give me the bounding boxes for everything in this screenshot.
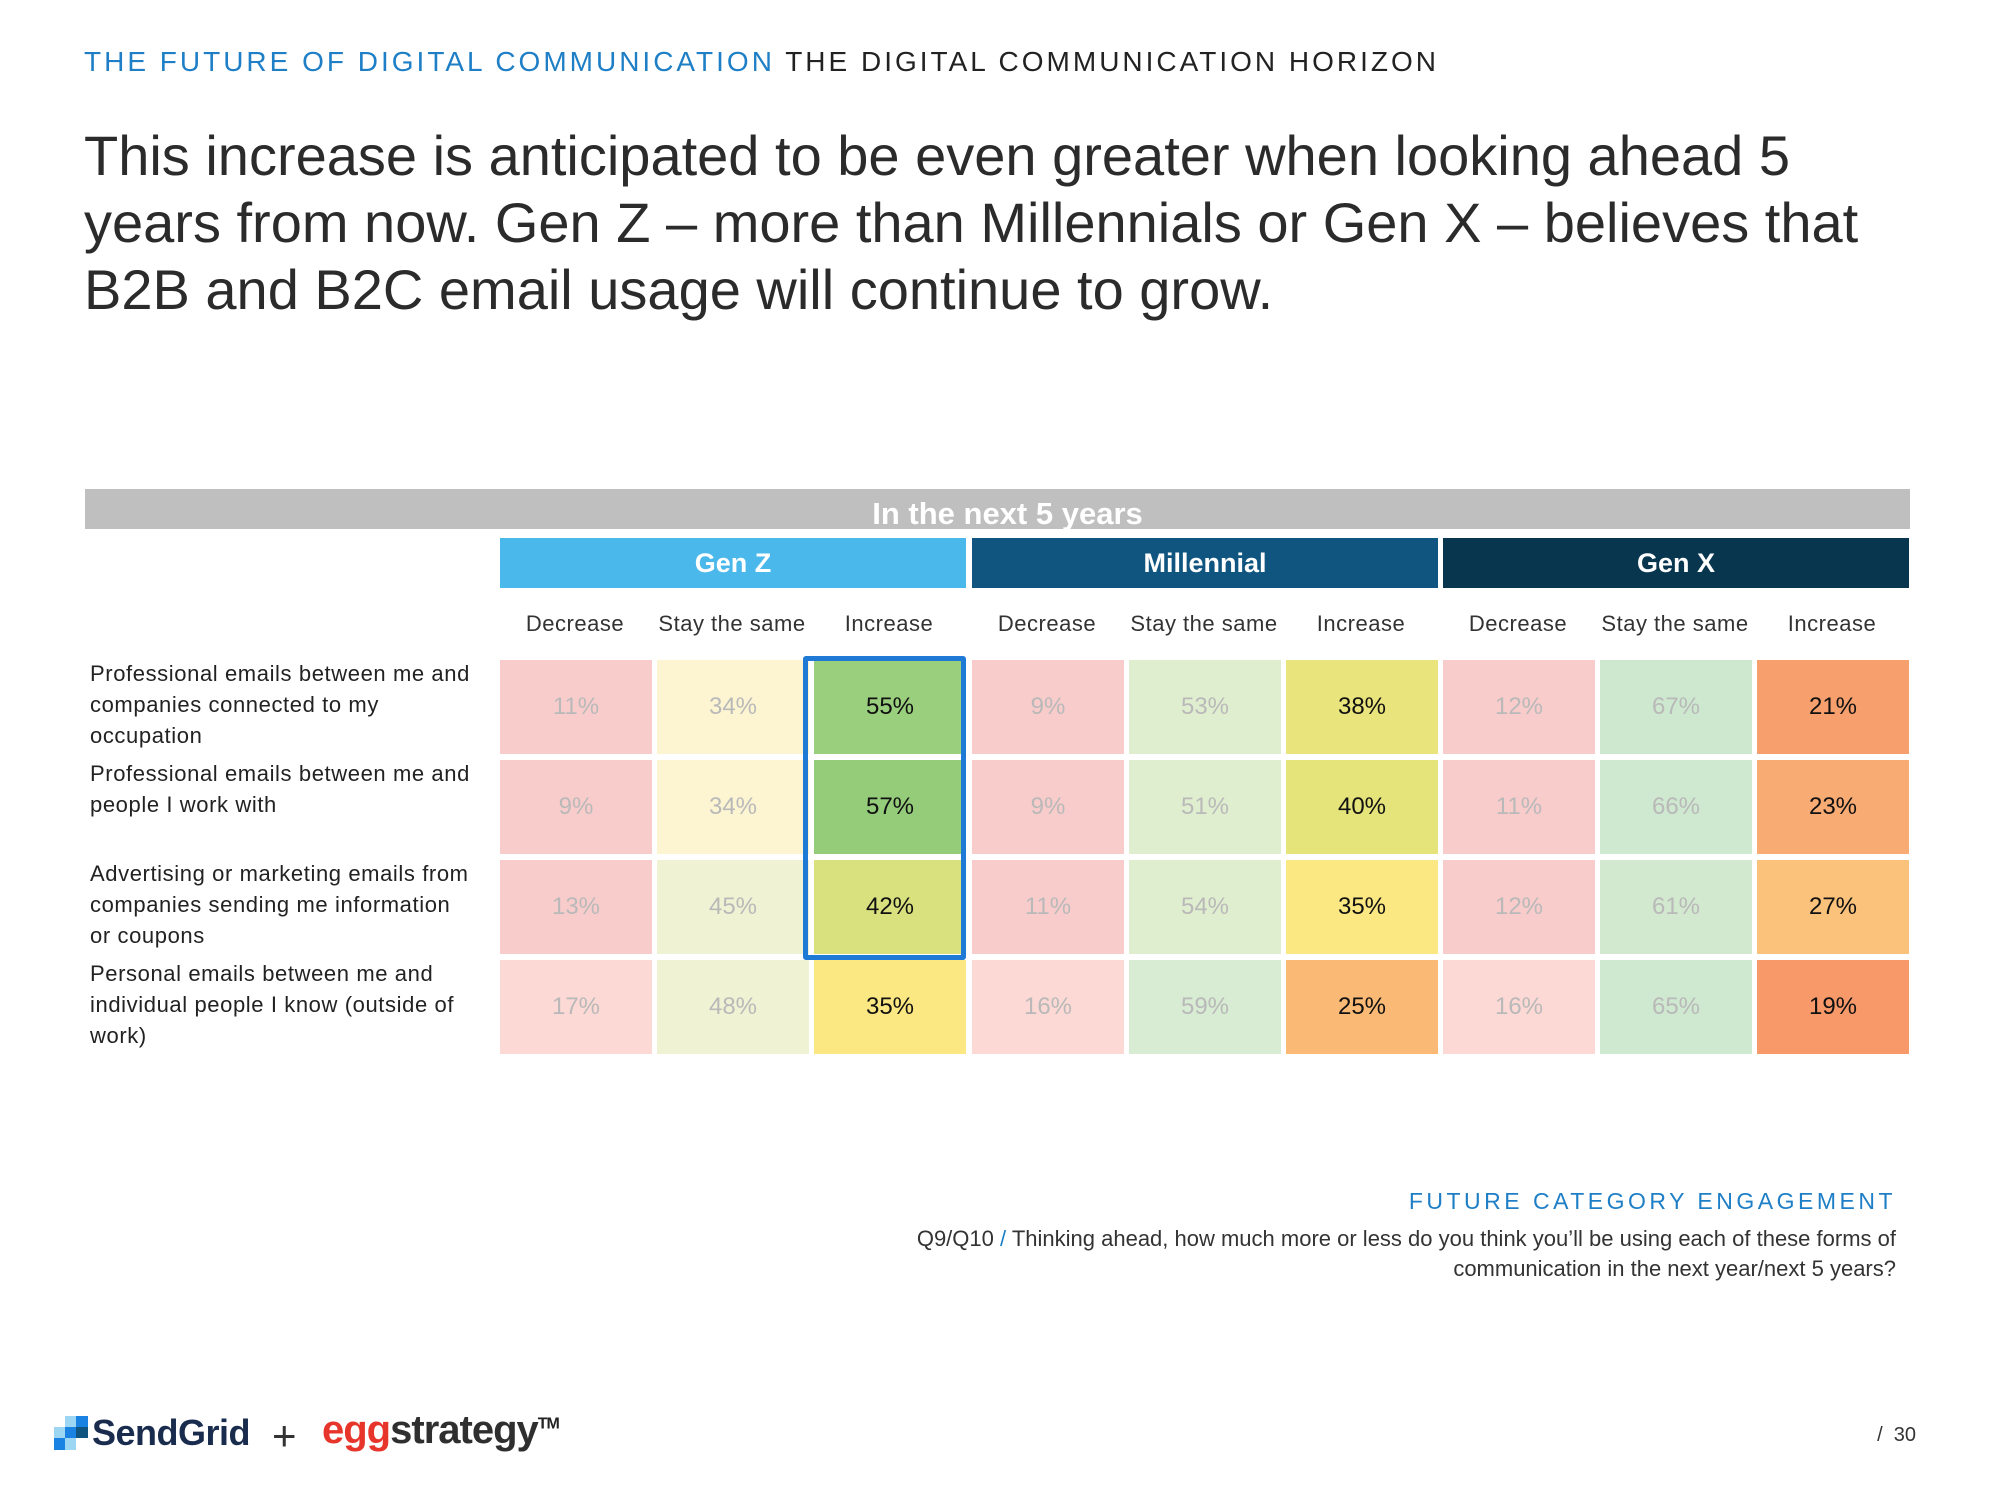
sendgrid-logo-icon bbox=[54, 1416, 88, 1450]
eggstrategy-logo-egg: egg bbox=[322, 1408, 391, 1452]
data-cell: 19% bbox=[1757, 960, 1909, 1054]
data-cell: 38% bbox=[1286, 660, 1438, 754]
data-cell: 40% bbox=[1286, 760, 1438, 854]
question-text: Thinking ahead, how much more or less do… bbox=[1011, 1226, 1896, 1281]
row-label: Professional emails between me and compa… bbox=[90, 661, 470, 748]
data-cell: 59% bbox=[1129, 960, 1281, 1054]
column-header: Increase bbox=[844, 611, 934, 636]
row-label: Personal emails between me and individua… bbox=[90, 961, 455, 1048]
column-header: Stay the same bbox=[1130, 611, 1278, 636]
data-cell: 55% bbox=[814, 660, 966, 754]
trademark: TM bbox=[537, 1415, 560, 1433]
data-cell: 27% bbox=[1757, 860, 1909, 954]
column-header: Increase bbox=[1316, 611, 1406, 636]
data-cell: 35% bbox=[1286, 860, 1438, 954]
data-cell: 11% bbox=[1443, 760, 1595, 854]
data-cell: 12% bbox=[1443, 860, 1595, 954]
data-cell: 67% bbox=[1600, 660, 1752, 754]
row-label: Professional emails between me and peopl… bbox=[90, 761, 470, 817]
eggstrategy-logo-strategy: strategy bbox=[390, 1408, 539, 1452]
eyebrow-section: THE FUTURE OF DIGITAL COMMUNICATION bbox=[84, 46, 775, 77]
data-cell: 42% bbox=[814, 860, 966, 954]
data-cell: 11% bbox=[500, 660, 652, 754]
column-header: Decrease bbox=[525, 611, 625, 636]
eyebrow-subsection: THE DIGITAL COMMUNICATION HORIZON bbox=[785, 46, 1440, 77]
question-code: Q9/Q10 bbox=[916, 1226, 994, 1251]
data-cell: 21% bbox=[1757, 660, 1909, 754]
column-header: Stay the same bbox=[1601, 611, 1749, 636]
data-cell: 25% bbox=[1286, 960, 1438, 1054]
data-cell: 9% bbox=[972, 660, 1124, 754]
data-cell: 16% bbox=[972, 960, 1124, 1054]
data-cell: 16% bbox=[1443, 960, 1595, 1054]
table-title: In the next 5 years bbox=[872, 496, 1143, 529]
data-cell: 54% bbox=[1129, 860, 1281, 954]
table-title-band: In the next 5 years bbox=[85, 489, 1910, 529]
data-cell: 65% bbox=[1600, 960, 1752, 1054]
column-header: Decrease bbox=[997, 611, 1097, 636]
eyebrow: THE FUTURE OF DIGITAL COMMUNICATION THE … bbox=[84, 46, 1439, 78]
sendgrid-logo: SendGrid bbox=[54, 1408, 251, 1458]
data-cell: 34% bbox=[657, 760, 809, 854]
footnote: Q9/Q10 / Thinking ahead, how much more o… bbox=[916, 1224, 1896, 1284]
data-cell: 9% bbox=[972, 760, 1124, 854]
page-slash: / bbox=[1877, 1424, 1883, 1446]
data-cell: 61% bbox=[1600, 860, 1752, 954]
column-header: Stay the same bbox=[658, 611, 806, 636]
data-cell: 48% bbox=[657, 960, 809, 1054]
highlight-box bbox=[803, 656, 966, 960]
headline: This increase is anticipated to be even … bbox=[84, 124, 1859, 321]
column-header: Increase bbox=[1787, 611, 1877, 636]
data-cell: 34% bbox=[657, 660, 809, 754]
group-header-millennial: Millennial bbox=[972, 538, 1438, 588]
group-header-gen-z: Gen Z bbox=[500, 538, 966, 588]
data-cell: 57% bbox=[814, 760, 966, 854]
sendgrid-logo-text: SendGrid bbox=[92, 1412, 251, 1453]
footnote-separator: / bbox=[1000, 1226, 1007, 1251]
data-cell: 53% bbox=[1129, 660, 1281, 754]
group-header-gen-x: Gen X bbox=[1443, 538, 1909, 588]
data-cell: 66% bbox=[1600, 760, 1752, 854]
footnote-title: FUTURE CATEGORY ENGAGEMENT bbox=[1408, 1188, 1896, 1214]
logo-plus: + bbox=[272, 1412, 297, 1459]
data-cell: 45% bbox=[657, 860, 809, 954]
data-cell: 9% bbox=[500, 760, 652, 854]
data-cell: 12% bbox=[1443, 660, 1595, 754]
data-cell: 23% bbox=[1757, 760, 1909, 854]
page-number-value: 30 bbox=[1893, 1424, 1916, 1446]
page-number: / 30 bbox=[1877, 1424, 1916, 1447]
column-header: Decrease bbox=[1468, 611, 1568, 636]
data-cell: 51% bbox=[1129, 760, 1281, 854]
data-cell: 17% bbox=[500, 960, 652, 1054]
data-cell: 11% bbox=[972, 860, 1124, 954]
eggstrategy-logo: eggstrategyTM bbox=[322, 1408, 560, 1453]
row-label: Advertising or marketing emails from com… bbox=[90, 861, 469, 948]
data-cell: 35% bbox=[814, 960, 966, 1054]
data-cell: 13% bbox=[500, 860, 652, 954]
